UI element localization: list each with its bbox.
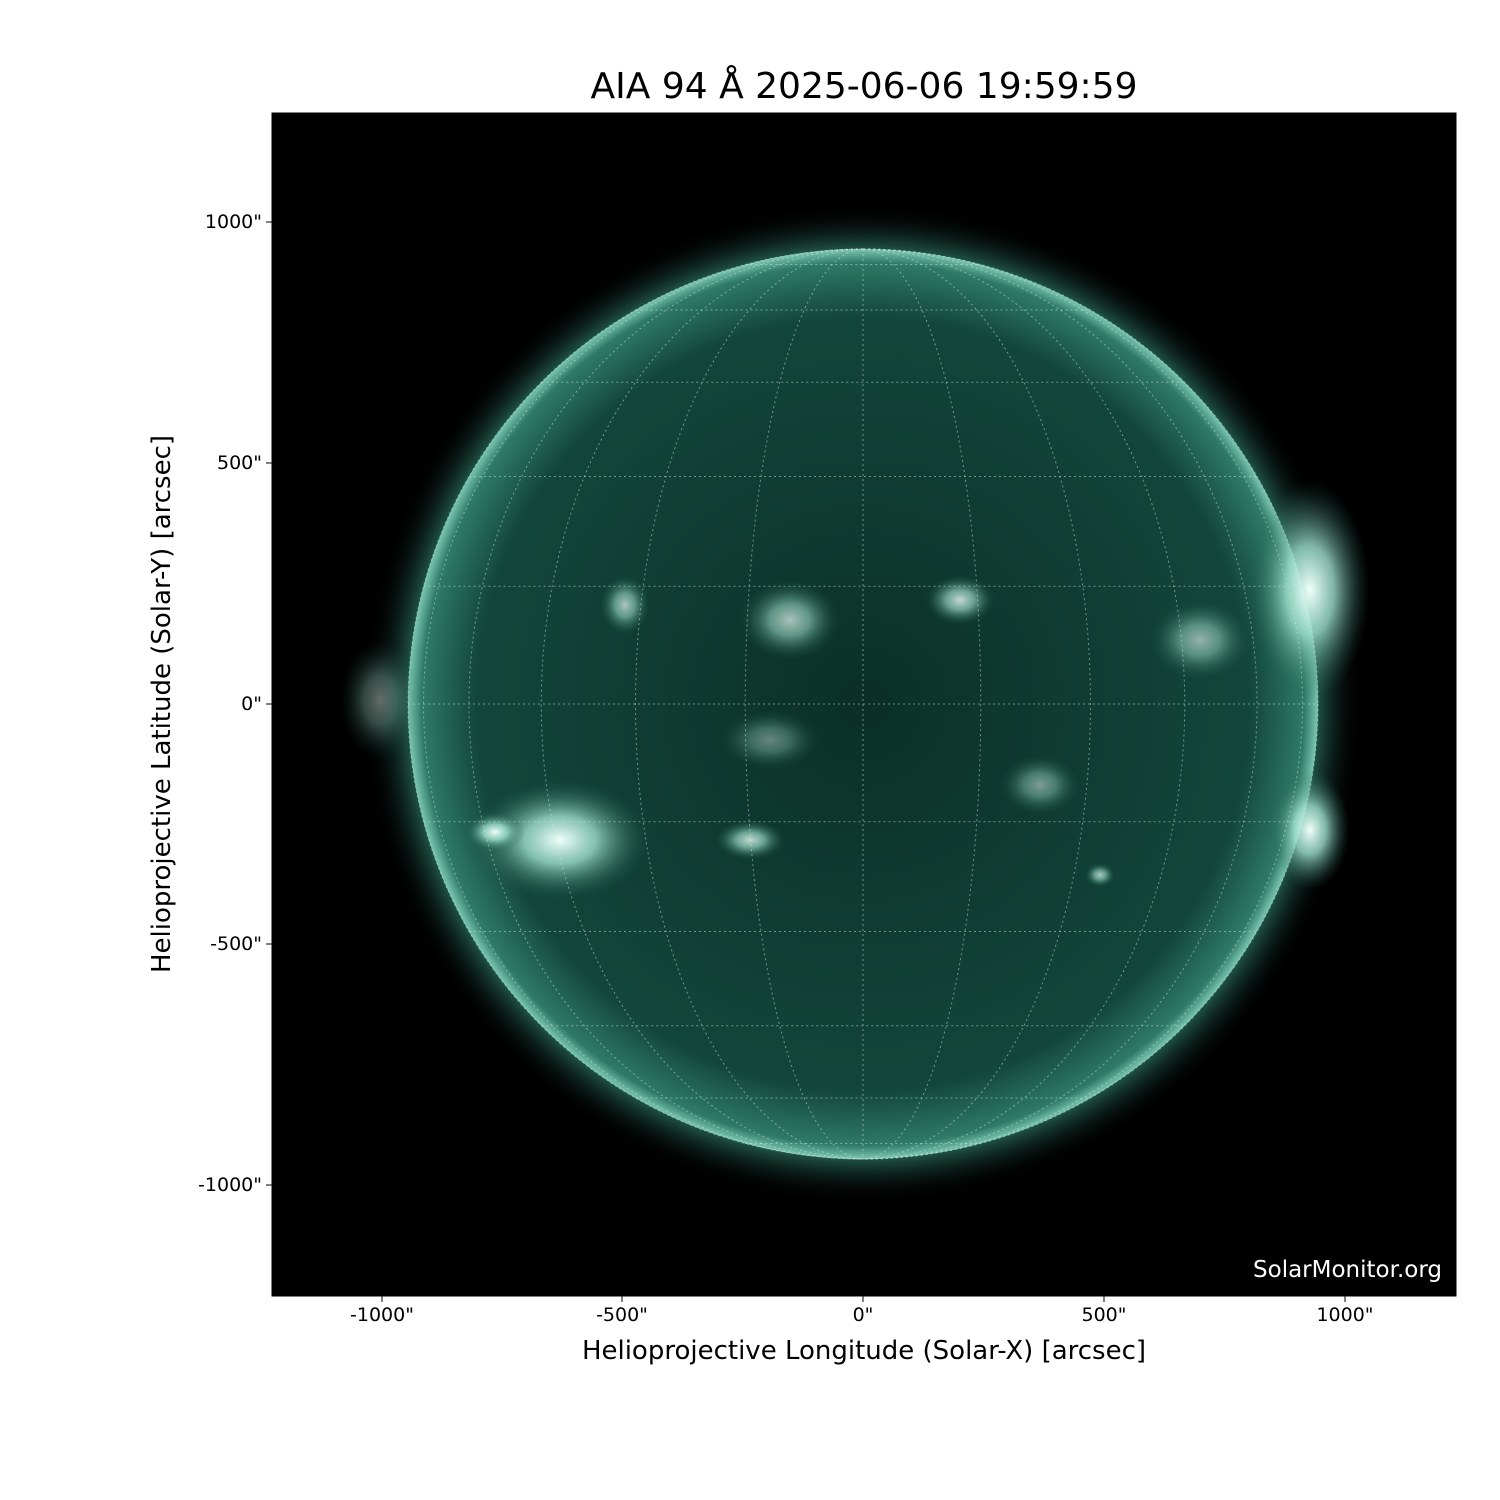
x-tick-label: -500" <box>596 1304 648 1326</box>
plot-title: AIA 94 Å 2025-06-06 19:59:59 <box>590 66 1138 107</box>
heliographic-grid <box>407 248 1319 1160</box>
y-tick-label: -500" <box>210 933 262 955</box>
longitude-line <box>862 248 982 1160</box>
x-tick-label: 500" <box>1081 1304 1127 1326</box>
tick-marks <box>266 221 1346 1302</box>
x-tick-label: 1000" <box>1316 1304 1374 1326</box>
longitude-line <box>744 248 864 1160</box>
x-tick-label: -1000" <box>350 1304 414 1326</box>
x-axis-label: Helioprojective Longitude (Solar-X) [arc… <box>581 1336 1147 1366</box>
watermark: SolarMonitor.org <box>1253 1257 1442 1283</box>
longitude-line <box>468 248 864 1160</box>
x-tick-label: 0" <box>852 1304 874 1326</box>
longitude-line <box>862 248 1186 1160</box>
y-tick-label: -1000" <box>198 1174 262 1196</box>
longitude-line <box>540 248 864 1160</box>
y-tick-label: 1000" <box>204 211 262 233</box>
longitude-line <box>862 248 1303 1160</box>
y-axis-label: Helioprojective Latitude (Solar-Y) [arcs… <box>147 434 177 974</box>
limb-line <box>407 248 1319 1160</box>
longitude-line <box>862 248 1258 1160</box>
longitude-line <box>423 248 864 1160</box>
active-regions <box>340 480 1370 900</box>
y-tick-label: 0" <box>241 693 262 715</box>
longitude-line <box>862 248 1091 1160</box>
longitude-line <box>635 248 864 1160</box>
y-tick-label: 500" <box>216 452 262 474</box>
